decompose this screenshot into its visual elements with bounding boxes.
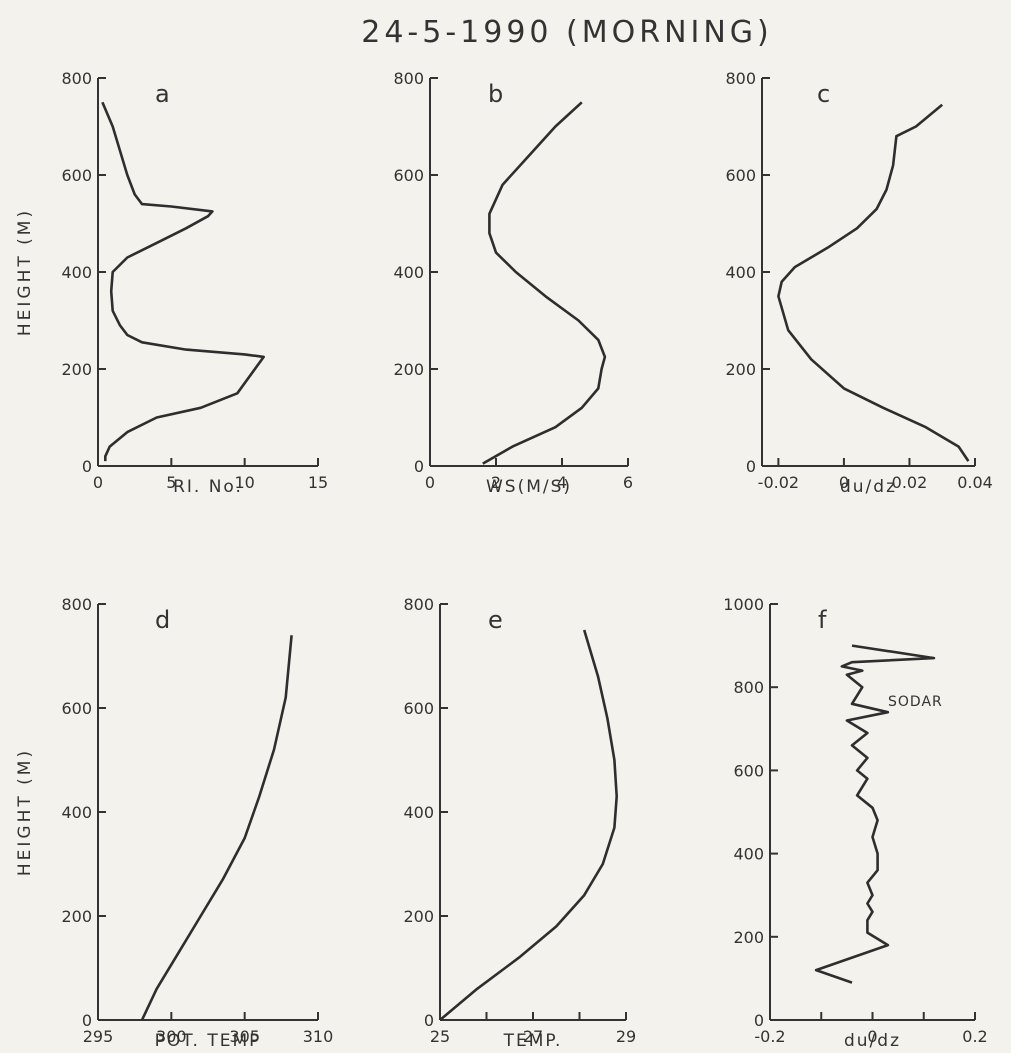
y-tick-label: 600 (61, 699, 92, 718)
x-tick-label: 0 (867, 1027, 877, 1046)
y-tick-label: 600 (61, 166, 92, 185)
x-tick-label: 295 (83, 1027, 114, 1046)
y-tick-label: 600 (393, 166, 424, 185)
panel-d: 295 300 305 310 0 200 400 600 800 d POT. TEMP HEIGH… (15, 595, 333, 1051)
x-axis-label: du/dz (844, 1031, 901, 1051)
y-tick-label: 800 (393, 69, 424, 88)
x-tick-label: 0 (93, 473, 103, 492)
y-tick-label: 400 (393, 263, 424, 282)
y-axis-label: HEIGHT (M) (15, 748, 35, 876)
series-line-d (140, 635, 293, 1021)
x-tick-label: 4 (557, 473, 567, 492)
x-axis-label: POT. TEMP (155, 1031, 262, 1051)
y-tick-label: 200 (725, 360, 756, 379)
x-tick-label: 6 (623, 473, 633, 492)
x-tick-label: 305 (229, 1027, 260, 1046)
y-tick-label: 200 (61, 360, 92, 379)
x-tick-label: -0.02 (758, 473, 799, 492)
y-tick-label: 600 (725, 166, 756, 185)
y-tick-label: 200 (733, 928, 764, 947)
x-tick-label: 5 (166, 473, 176, 492)
series-line-f (814, 644, 936, 984)
panel-label: a (155, 80, 170, 108)
x-tick-label: 300 (156, 1027, 187, 1046)
panel-a: 0 5 10 15 0 200 400 600 800 a RI. No. HEIGHT (M) (15, 69, 328, 497)
figure-title: 24-5-1990 (MORNING) (361, 15, 773, 50)
y-tick-label: 400 (725, 263, 756, 282)
y-tick-label: 0 (754, 1011, 764, 1030)
x-tick-label: 2 (491, 473, 501, 492)
y-tick-label: 1000 (723, 595, 764, 614)
panel-e: 25 27 29 0 200 400 600 800 e TEMP. (403, 595, 636, 1051)
series-line-a (101, 101, 266, 462)
x-tick-label: 15 (308, 473, 328, 492)
y-tick-label: 600 (733, 761, 764, 780)
y-tick-label: 400 (61, 803, 92, 822)
y-tick-label: 0 (82, 457, 92, 476)
panel-label: b (488, 80, 503, 108)
y-tick-label: 200 (393, 360, 424, 379)
x-tick-label: 27 (523, 1027, 543, 1046)
y-axis-label: HEIGHT (M) (15, 208, 35, 336)
x-axis-label: RI. No. (173, 477, 243, 497)
y-tick-label: 800 (725, 69, 756, 88)
x-tick-label: 0.2 (962, 1027, 987, 1046)
x-tick-label: 10 (234, 473, 254, 492)
series-line-e (439, 629, 619, 1021)
x-tick-label: 0.02 (892, 473, 928, 492)
y-tick-label: 400 (61, 263, 92, 282)
y-tick-label: 200 (61, 907, 92, 926)
y-tick-label: 200 (403, 907, 434, 926)
x-axis-label: WS(M/S) (486, 477, 572, 497)
y-tick-label: 0 (424, 1011, 434, 1030)
y-tick-label: 400 (403, 803, 434, 822)
panel-label: e (488, 606, 503, 634)
x-tick-label: 310 (303, 1027, 334, 1046)
x-axis-label: TEMP. (503, 1031, 563, 1051)
y-tick-label: 800 (403, 595, 434, 614)
x-tick-label: -0.2 (754, 1027, 785, 1046)
y-tick-label: 400 (733, 845, 764, 864)
panel-label: d (155, 606, 170, 634)
y-tick-label: 800 (61, 69, 92, 88)
y-tick-label: 0 (746, 457, 756, 476)
x-tick-label: 29 (616, 1027, 636, 1046)
series-line-b (482, 101, 607, 465)
y-tick-label: 800 (733, 678, 764, 697)
panel-b: 0 2 4 6 0 200 400 600 800 b WS(M/S) (393, 69, 633, 497)
series-line-c (777, 103, 970, 462)
panel-label: f (818, 606, 827, 634)
y-tick-label: 0 (414, 457, 424, 476)
y-tick-label: 600 (403, 699, 434, 718)
x-axis-label: du/dz (840, 477, 897, 497)
x-tick-label: 0 (425, 473, 435, 492)
sodar-annotation: SODAR (888, 694, 943, 710)
y-tick-label: 0 (82, 1011, 92, 1030)
y-tick-label: 800 (61, 595, 92, 614)
x-tick-label: 25 (430, 1027, 450, 1046)
panel-label: c (817, 80, 830, 108)
x-tick-label: 0.04 (957, 473, 993, 492)
x-tick-label: 0 (839, 473, 849, 492)
